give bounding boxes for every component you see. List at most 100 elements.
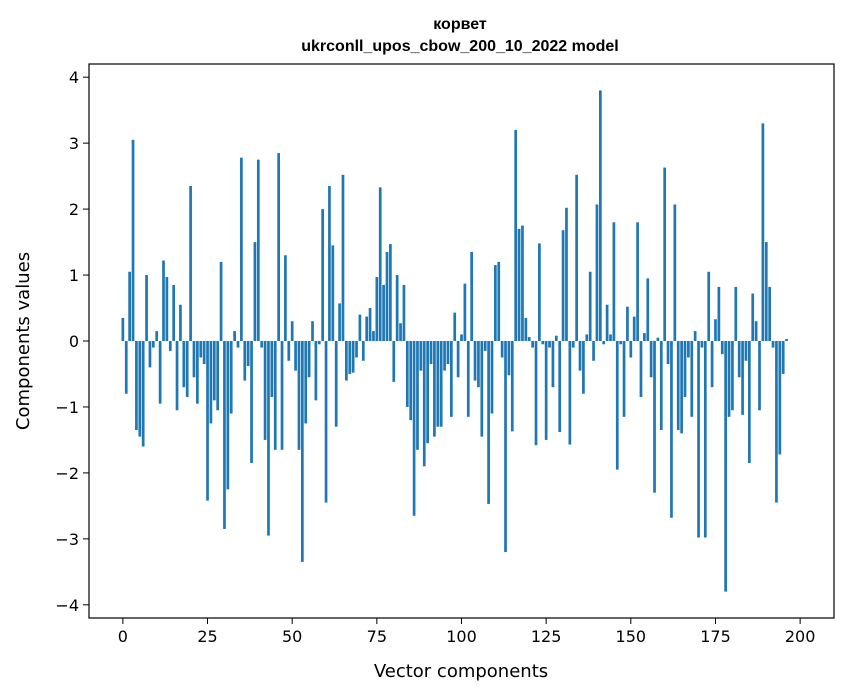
bar-161: [666, 341, 670, 365]
bar-117: [517, 228, 521, 341]
bar-8: [148, 341, 152, 368]
bar-111: [497, 261, 501, 341]
bar-59: [321, 209, 325, 341]
bar-169: [693, 331, 697, 341]
bar-58: [317, 341, 321, 345]
bar-30: [223, 341, 226, 529]
bar-158: [656, 337, 660, 341]
bar-110: [494, 265, 497, 341]
bar-181: [734, 286, 738, 341]
bar-195: [781, 341, 785, 374]
bar-152: [636, 222, 639, 341]
bar-96: [446, 341, 450, 365]
bar-113: [504, 341, 507, 553]
bar-127: [551, 341, 555, 388]
bar-132: [568, 341, 572, 445]
bar-186: [751, 293, 755, 341]
bar-125: [544, 341, 548, 440]
bar-82: [399, 323, 402, 341]
bar-121: [531, 341, 534, 348]
bar-151: [632, 316, 636, 341]
bar-1: [124, 341, 128, 394]
bar-194: [778, 341, 782, 455]
bar-171: [700, 341, 704, 348]
bar-104: [473, 341, 477, 381]
bar-177: [720, 341, 724, 355]
bar-17: [179, 304, 182, 341]
bar-14: [168, 341, 172, 351]
bar-106: [480, 341, 484, 437]
bar-54: [304, 341, 308, 424]
bar-79: [389, 244, 392, 341]
y-axis-ticks: −4 −3 −2 −1 0 1 2 3 4: [55, 68, 89, 615]
bar-11: [158, 341, 162, 404]
bar-142: [602, 341, 606, 345]
bar-9: [151, 341, 155, 348]
bar-51: [294, 341, 297, 371]
bar-123: [538, 243, 541, 341]
bar-172: [703, 341, 707, 538]
bar-131: [565, 207, 568, 341]
bar-183: [741, 341, 744, 415]
bar-23: [199, 341, 203, 358]
bar-103: [470, 251, 474, 341]
bar-134: [575, 174, 578, 341]
bar-84: [405, 341, 409, 407]
bar-2: [128, 271, 131, 341]
bar-128: [554, 335, 558, 341]
bar-40: [256, 159, 260, 341]
bar-192: [771, 341, 775, 348]
bar-67: [348, 341, 352, 374]
y-tick-label: 2: [69, 200, 79, 219]
bar-93: [436, 341, 440, 427]
bar-68: [351, 341, 355, 373]
bar-109: [490, 341, 494, 414]
bar-61: [328, 186, 331, 341]
bar-153: [639, 341, 643, 398]
bar-18: [182, 341, 186, 388]
bar-191: [768, 286, 772, 341]
bar-75: [375, 277, 379, 341]
y-tick-label: 1: [69, 266, 79, 285]
bar-143: [605, 304, 609, 341]
bar-159: [659, 341, 663, 431]
bar-133: [571, 341, 575, 348]
bar-100: [460, 334, 463, 341]
bar-90: [426, 341, 429, 444]
bar-35: [240, 157, 243, 341]
bar-41: [260, 341, 264, 348]
bar-140: [595, 204, 599, 341]
bar-7: [145, 275, 148, 341]
x-tick-label: 150: [616, 627, 647, 646]
bar-92: [433, 341, 436, 437]
bar-29: [219, 261, 223, 341]
bar-10: [155, 331, 159, 341]
chart-title: корвет: [433, 16, 487, 33]
bar-107: [483, 341, 487, 351]
bar-57: [314, 341, 318, 401]
bar-97: [449, 341, 453, 417]
bar-175: [714, 319, 717, 341]
bar-22: [196, 341, 199, 404]
bar-156: [649, 341, 653, 378]
y-tick-label: 3: [69, 134, 79, 153]
bar-95: [443, 341, 446, 371]
bar-124: [541, 341, 545, 345]
x-tick-label: 175: [700, 627, 731, 646]
bar-34: [236, 341, 240, 348]
bar-4: [135, 341, 138, 431]
bar-71: [361, 341, 365, 361]
bar-170: [697, 341, 700, 538]
bar-83: [402, 284, 406, 341]
bar-32: [229, 341, 233, 414]
bar-157: [653, 341, 656, 493]
bar-130: [561, 230, 565, 341]
bar-196: [785, 339, 788, 341]
bar-13: [165, 277, 169, 341]
bar-115: [510, 341, 514, 432]
bar-74: [372, 331, 375, 341]
y-tick-label: 0: [69, 332, 79, 351]
bar-141: [598, 90, 602, 341]
bar-102: [466, 341, 470, 417]
y-tick-label: −3: [55, 530, 79, 549]
